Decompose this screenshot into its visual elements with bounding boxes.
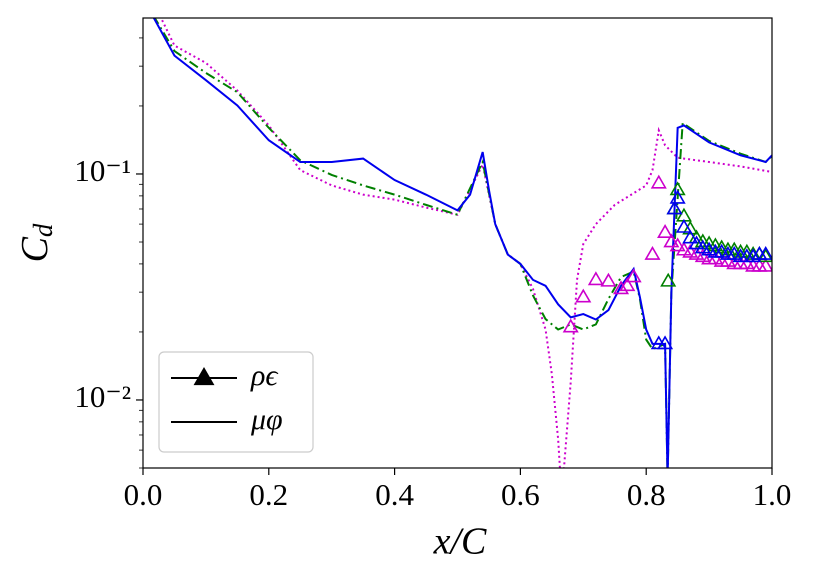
x-tick-label: 0.4 [375,477,414,512]
triangle-marker [600,272,617,287]
triangle-marker [657,335,674,350]
y-axis-label: Cd [14,223,58,262]
legend-label: μφ [250,403,283,436]
triangle-marker [644,245,661,260]
data-line [153,18,772,468]
y-axis-label-base: C [14,236,56,262]
triangle-marker [675,218,692,233]
triangle-marker [666,200,683,215]
triangle-marker [757,257,772,272]
data-line [159,18,772,468]
plot-frame [142,17,773,469]
y-axis-label-sub: d [28,223,58,237]
triangle-marker [669,189,686,204]
triangle-marker [660,272,677,287]
triangle-marker [682,220,699,235]
triangle-marker [682,229,699,244]
triangle-marker [738,255,755,270]
triangle-marker [726,245,743,260]
triangle-marker [613,280,630,295]
triangle-marker [625,268,642,283]
triangle-marker [669,181,686,196]
x-tick-label: 0.2 [249,477,288,512]
y-tick-label: 10⁻² [74,379,131,414]
x-tick-label: 0.6 [501,477,540,512]
triangle-marker [757,245,772,260]
x-axis-label: x/C [433,521,487,563]
triangle-marker [719,252,737,267]
y-tick-label: 10⁻¹ [74,153,131,188]
x-tick-label: 0.8 [627,477,666,512]
x-tick-label: 0.0 [124,477,163,512]
legend-box [158,351,314,453]
triangle-marker [575,288,592,303]
triangle-marker [745,248,762,263]
x-tick-label: 1.0 [753,477,792,512]
triangle-marker [694,248,711,263]
legend-marker [193,367,215,386]
triangle-marker [663,233,680,248]
triangle-marker [688,235,705,250]
triangle-marker [650,174,667,189]
triangle-marker [657,224,674,239]
triangle-marker [707,250,724,265]
triangle-marker [757,248,772,263]
triangle-marker [619,277,636,292]
data-line [152,18,772,468]
triangle-marker [587,271,604,286]
triangle-marker [562,318,579,333]
plot-area [152,18,772,468]
legend-label: ρϵ [250,359,279,392]
triangle-marker [669,237,686,252]
